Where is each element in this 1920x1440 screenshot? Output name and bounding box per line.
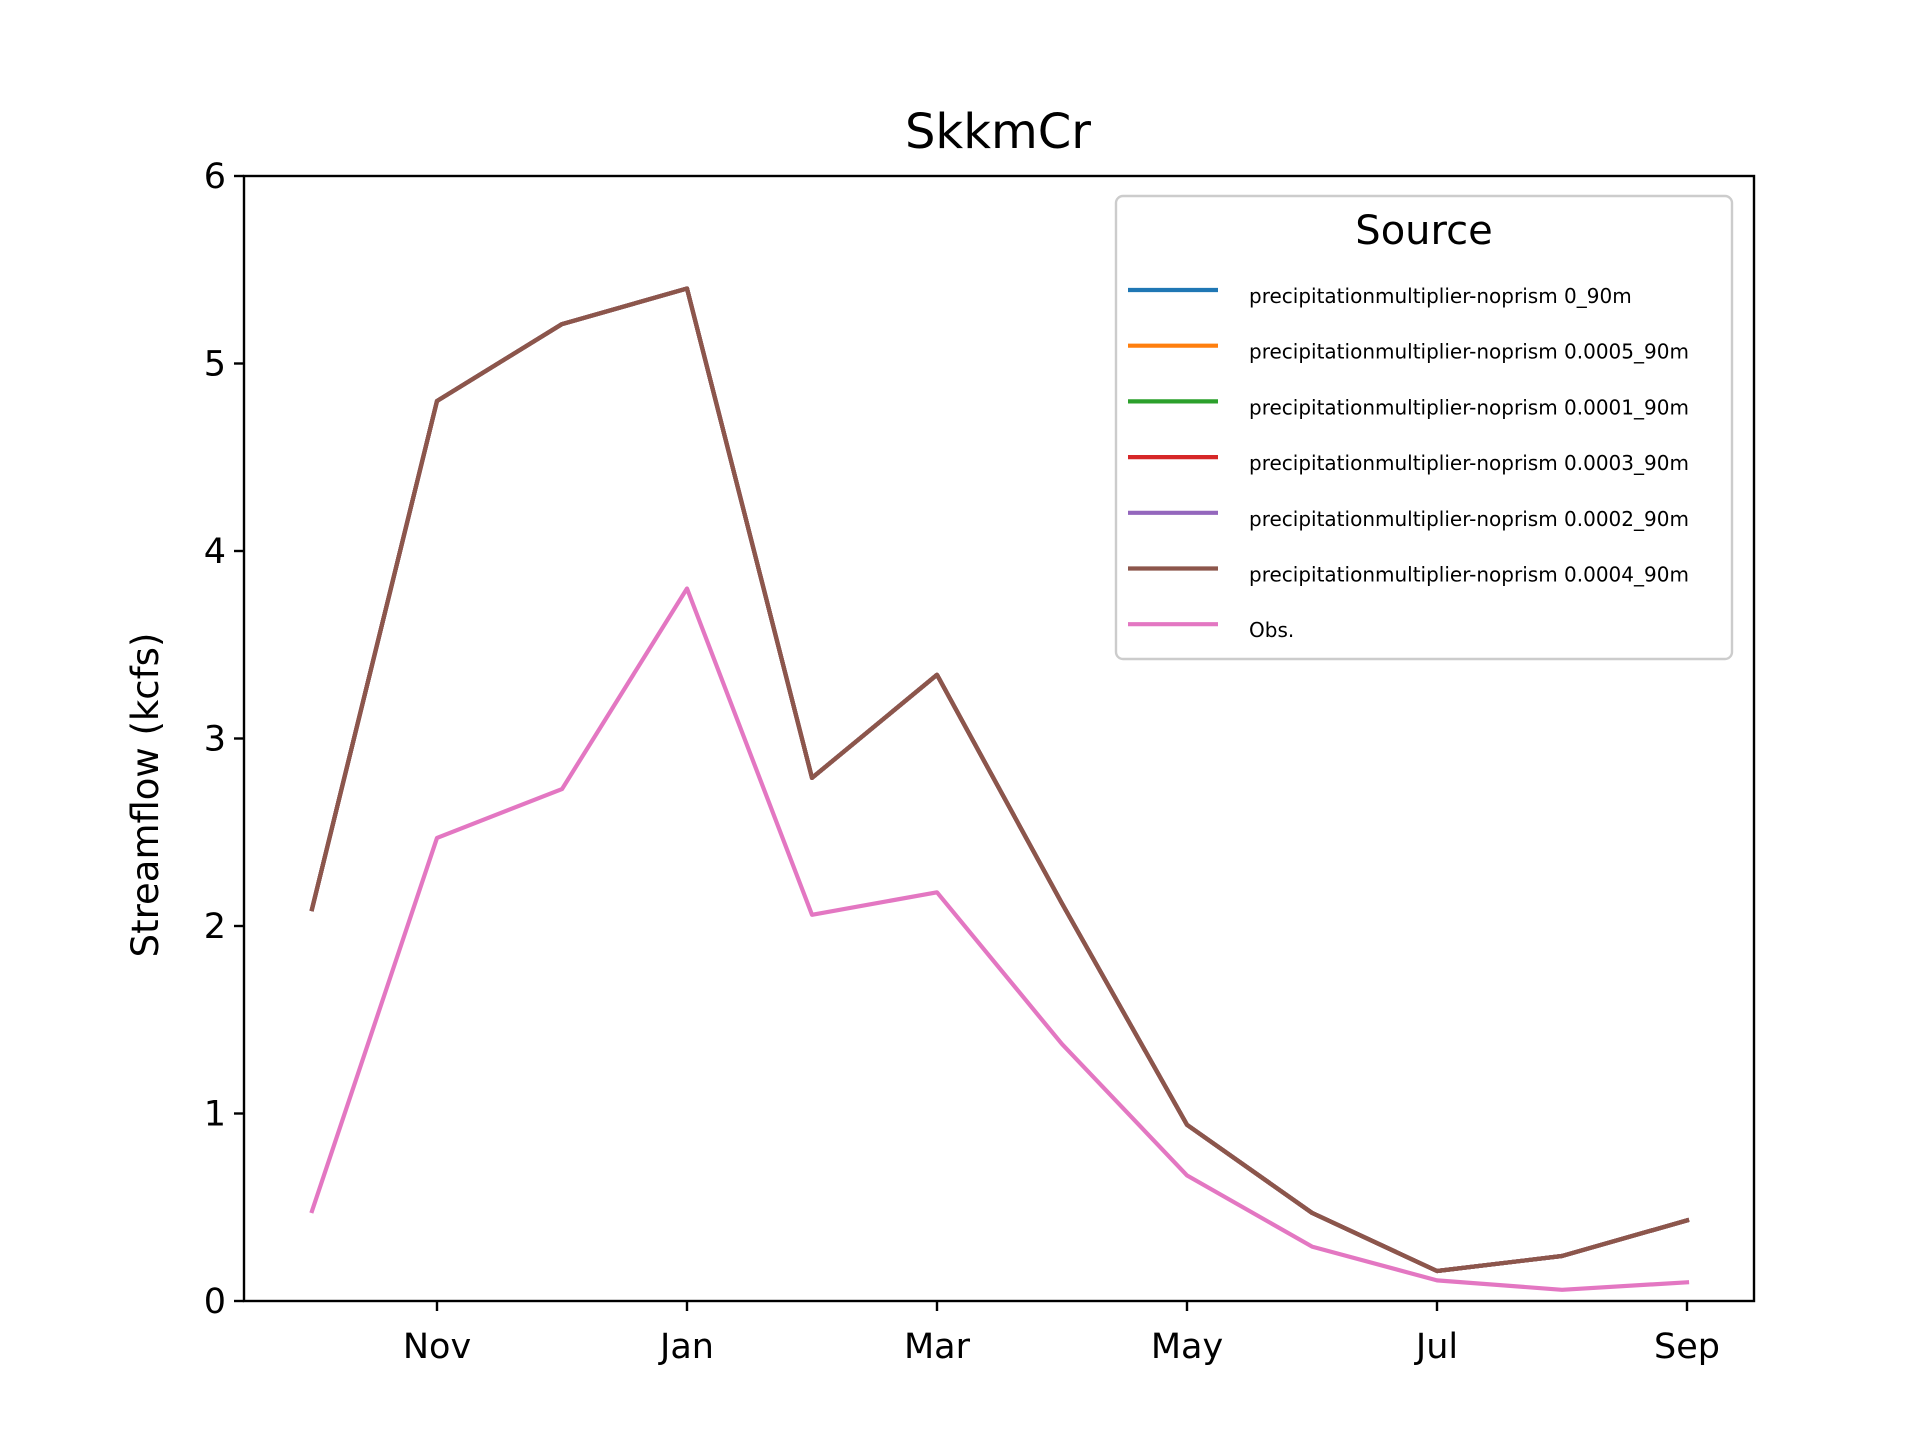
y-tick-label: 3 [204,720,226,760]
y-tick-label: 4 [204,532,226,572]
y-tick-layer: 0 1 2 3 4 5 6 [204,157,244,1322]
x-tick-label: Sep [1654,1327,1720,1367]
x-tick-label: Jul [1414,1327,1458,1367]
series-line-7 [309,586,1690,1292]
x-tick-label: May [1151,1327,1223,1367]
y-tick-label: 0 [204,1282,226,1322]
x-tick-label: Jan [658,1327,714,1367]
plot-frame [242,174,1756,1303]
legend-label: precipitationmultiplier-noprism 0.0003_9… [1249,451,1689,475]
x-tick-layer: Nov Jan Mar May Jul Sep [403,1301,1720,1367]
x-tick-label: Mar [904,1327,971,1367]
legend-label: precipitationmultiplier-noprism 0.0004_9… [1249,563,1689,587]
legend-label: precipitationmultiplier-noprism 0.0005_9… [1249,340,1689,364]
y-tick-label: 2 [204,907,226,947]
legend: Source precipitationmultiplier-noprism 0… [1114,194,1734,661]
x-tick-label: Nov [403,1327,471,1367]
legend-label: precipitationmultiplier-noprism 0_90m [1249,284,1632,308]
chart-title: SkkmCr [905,104,1091,160]
y-tick-label: 5 [204,345,226,385]
legend-items: precipitationmultiplier-noprism 0_90mpre… [1128,284,1689,642]
series-layer [309,286,1690,1292]
y-axis-label: Streamflow (kcfs) [124,633,167,958]
legend-label: Obs. [1249,618,1294,642]
y-tick-label: 1 [204,1095,226,1135]
legend-title: Source [1355,208,1492,254]
legend-box [1114,194,1734,661]
y-tick-label: 6 [204,157,226,197]
series-line-6 [309,286,1690,1274]
legend-label: precipitationmultiplier-noprism 0.0002_9… [1249,507,1689,531]
legend-label: precipitationmultiplier-noprism 0.0001_9… [1249,395,1689,419]
